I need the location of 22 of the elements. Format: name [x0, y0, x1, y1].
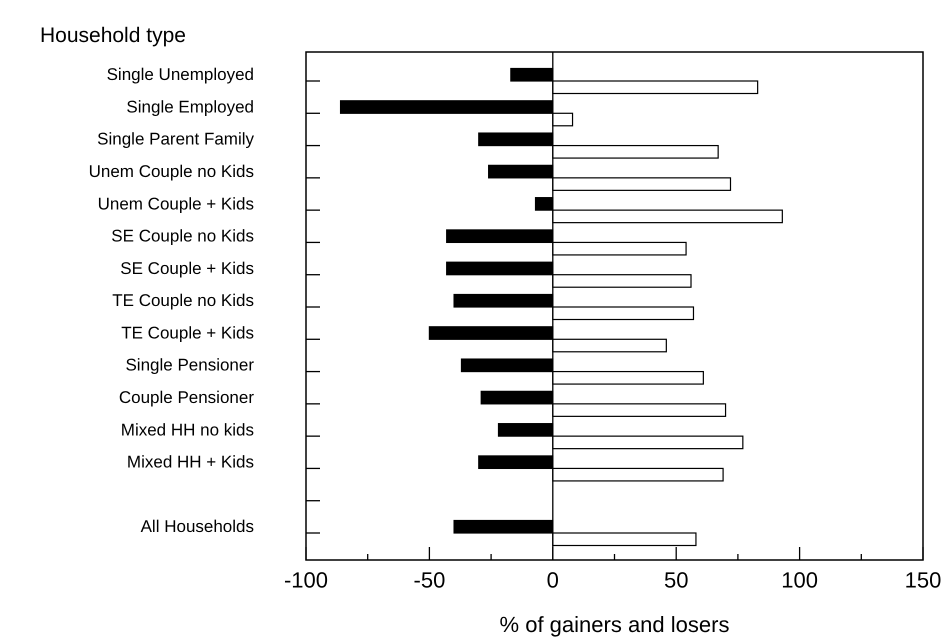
x-tick-label: -100 — [284, 568, 328, 593]
x-tick-label: -50 — [414, 568, 446, 593]
y-tick-label: Mixed HH no kids — [120, 420, 254, 440]
y-tick-label: SE Couple no Kids — [111, 226, 254, 246]
x-tick-label: 150 — [904, 568, 942, 593]
x-tick-label: 50 — [664, 568, 688, 593]
y-tick-label: Single Employed — [126, 97, 254, 116]
y-tick-label: TE Couple + Kids — [121, 323, 254, 342]
y-tick-label: Single Parent Family — [97, 130, 254, 149]
text: Household type — [40, 24, 186, 47]
y-tick-label: All Households — [140, 517, 254, 536]
x-tick-label: 100 — [781, 568, 818, 593]
y-tick-label: Couple Pensioner — [118, 388, 254, 408]
y-tick-label: TE Couple no Kids — [112, 291, 254, 310]
y-tick-label: Single Pensioner — [125, 356, 254, 375]
y-tick-label: Unem Couple + Kids — [98, 194, 254, 214]
y-tick-label: Unem Couple no Kids — [88, 162, 254, 182]
y-tick-label: Mixed HH + Kids — [126, 452, 254, 472]
x-tick-label: 0 — [546, 568, 559, 593]
y-tick-label: SE Couple + Kids — [120, 258, 254, 278]
x-axis-title: % of gainers and losers — [500, 612, 730, 637]
y-tick-label: Single Unemployed — [106, 65, 254, 84]
